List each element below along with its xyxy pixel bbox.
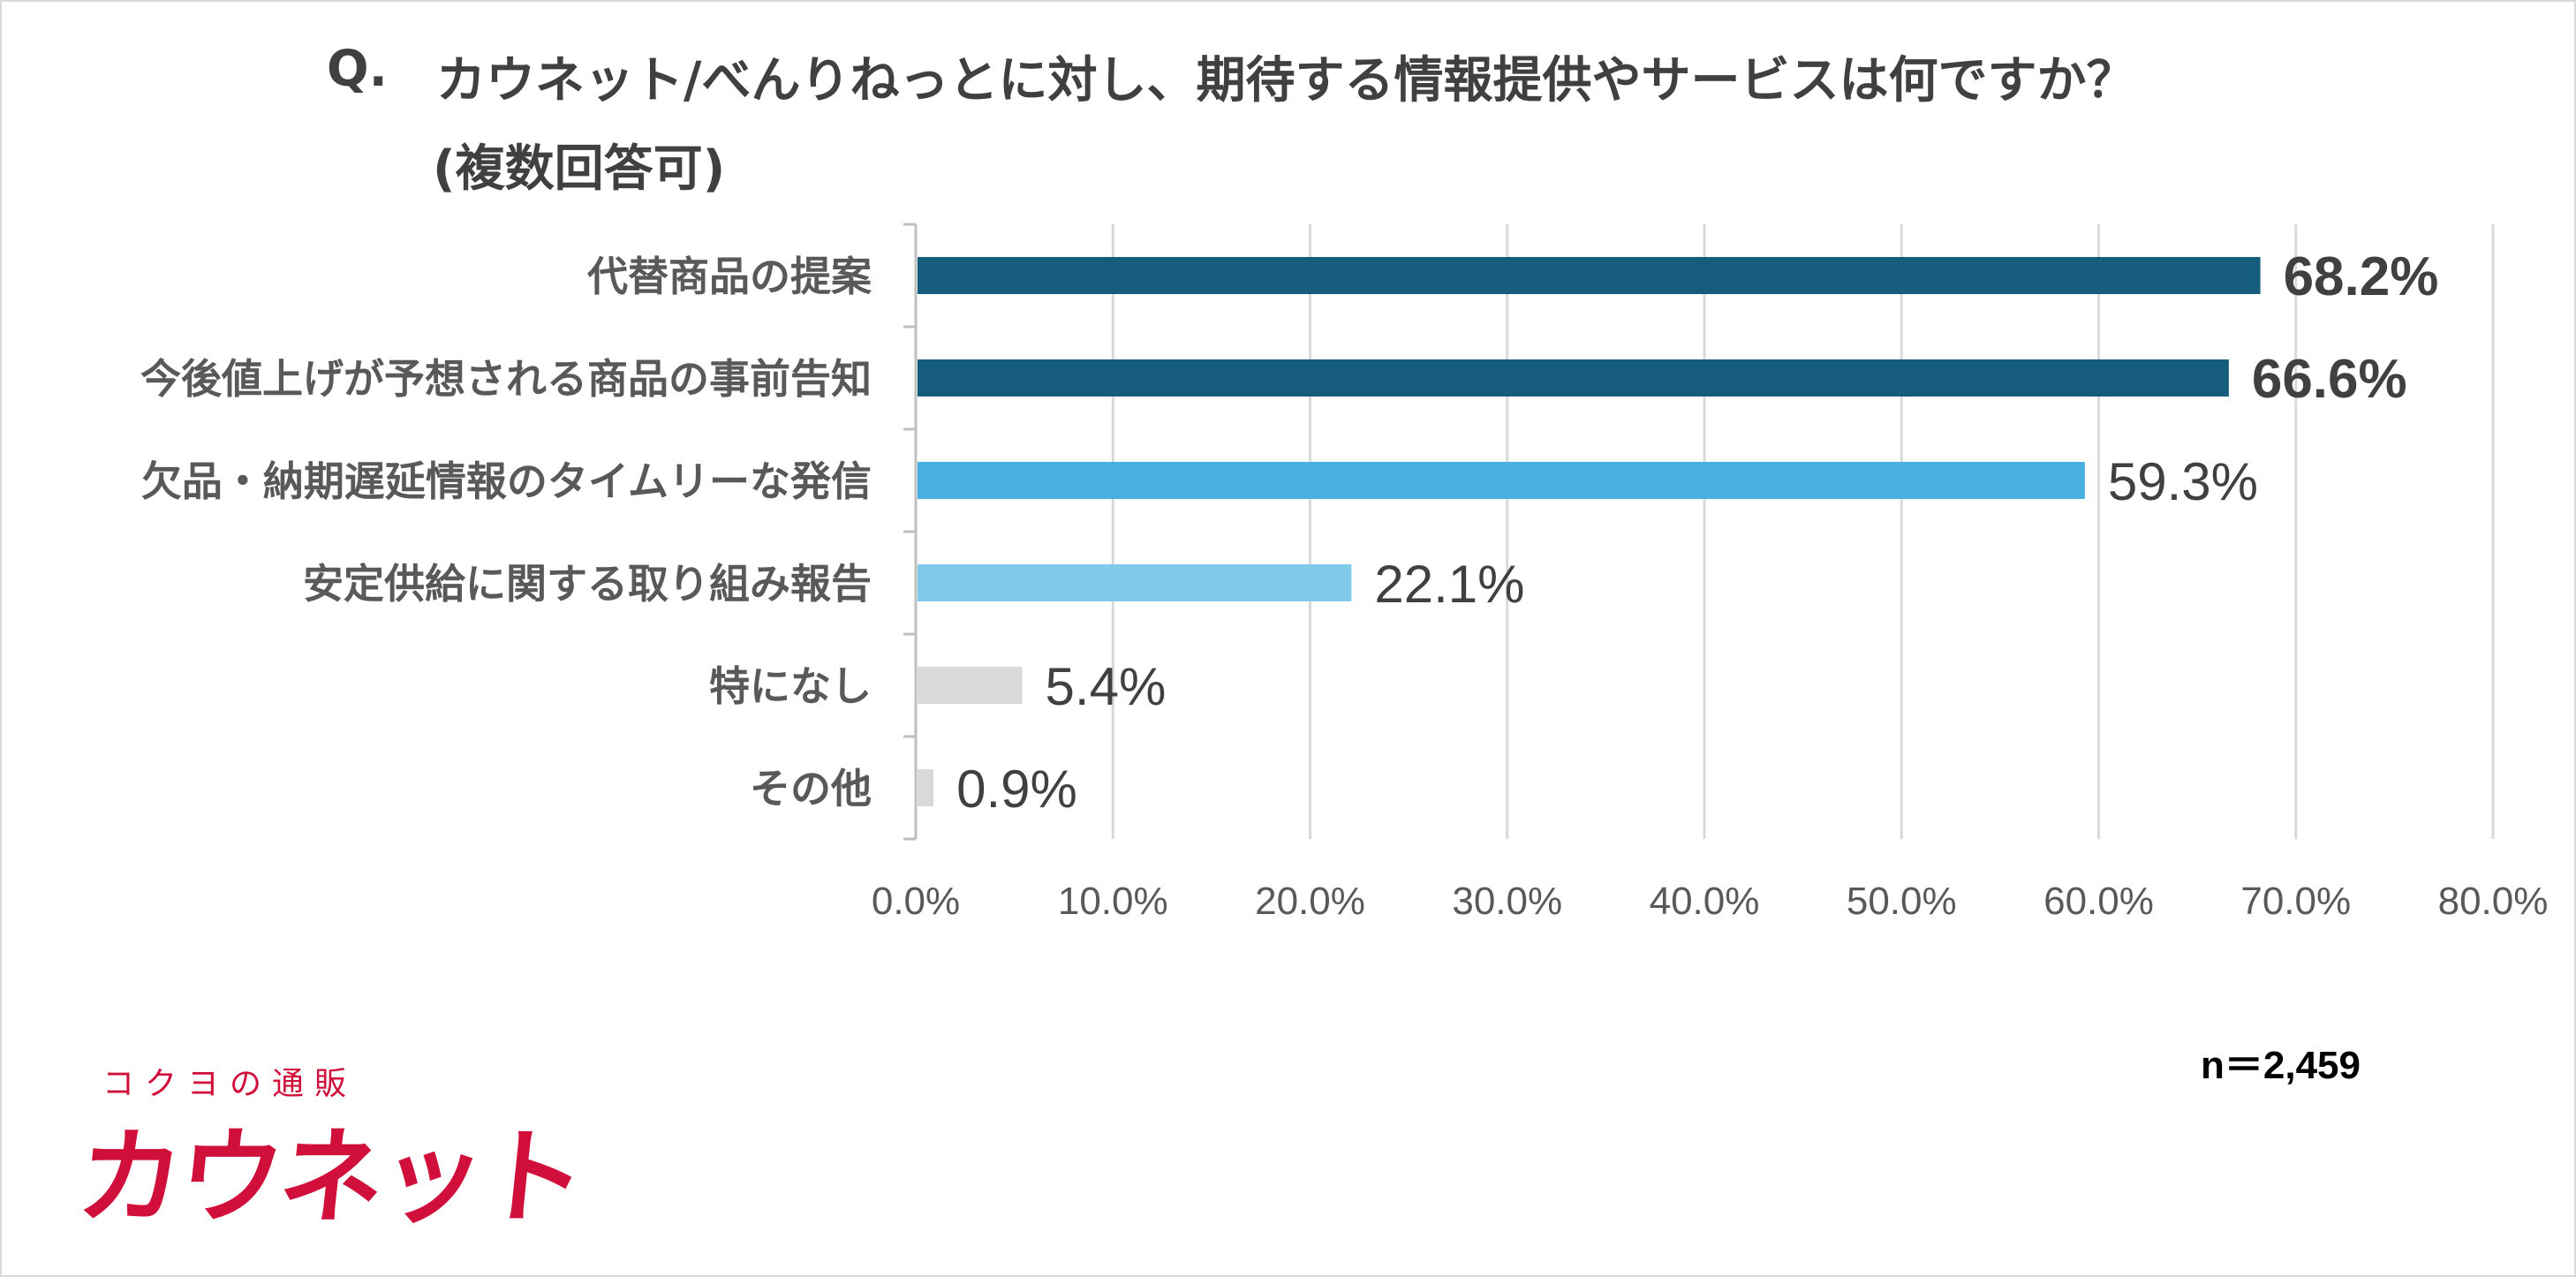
bar bbox=[918, 667, 1023, 704]
sample-size: n＝2,459 bbox=[2201, 1044, 2361, 1087]
category-label: 欠品・納期遅延情報のタイムリーな発信 bbox=[141, 457, 872, 505]
x-tick-label: 10.0% bbox=[1058, 880, 1168, 923]
x-tick-label: 30.0% bbox=[1452, 880, 1562, 923]
value-label: 68.2% bbox=[2284, 246, 2439, 307]
bar bbox=[918, 462, 2085, 499]
question-title: カウネット/べんりねっとに対し、期待する情報提供やサービスは何ですか？ bbox=[436, 52, 2136, 110]
bar bbox=[918, 564, 1352, 601]
category-label: 安定供給に関する取り組み報告 bbox=[303, 560, 872, 608]
bar bbox=[918, 359, 2229, 397]
x-tick-label: 50.0% bbox=[1847, 880, 1957, 923]
question-note: (複数回答可) bbox=[433, 140, 726, 198]
value-label: 22.1% bbox=[1374, 555, 1524, 614]
question-mark: Q. bbox=[327, 41, 388, 98]
x-tick-label: 70.0% bbox=[2240, 880, 2351, 923]
category-label: その他 bbox=[750, 765, 872, 812]
value-label: 5.4% bbox=[1046, 657, 1167, 716]
bar bbox=[918, 769, 934, 806]
value-label: 66.6% bbox=[2252, 349, 2407, 410]
x-tick-label: 0.0% bbox=[872, 880, 960, 923]
x-tick-label: 60.0% bbox=[2043, 880, 2154, 923]
category-label: 代替商品の提案 bbox=[586, 253, 873, 300]
value-label: 0.9% bbox=[956, 759, 1077, 819]
logo-subtitle: コクヨの通販 bbox=[102, 1066, 358, 1102]
category-label: 特になし bbox=[709, 662, 872, 710]
x-tick-label: 80.0% bbox=[2438, 880, 2549, 923]
value-label: 59.3% bbox=[2108, 452, 2258, 511]
logo-name: カウネット bbox=[72, 1116, 589, 1238]
x-tick-label: 20.0% bbox=[1255, 880, 1365, 923]
bar-chart: 0.0% 10.0% 20.0% 30.0% 40.0% 50.0% 60.0% 70.0% 8… bbox=[140, 223, 2549, 923]
bar bbox=[918, 257, 2261, 294]
category-label: 今後値上げが予想される商品の事前告知 bbox=[140, 355, 872, 403]
x-tick-label: 40.0% bbox=[1650, 880, 1760, 923]
